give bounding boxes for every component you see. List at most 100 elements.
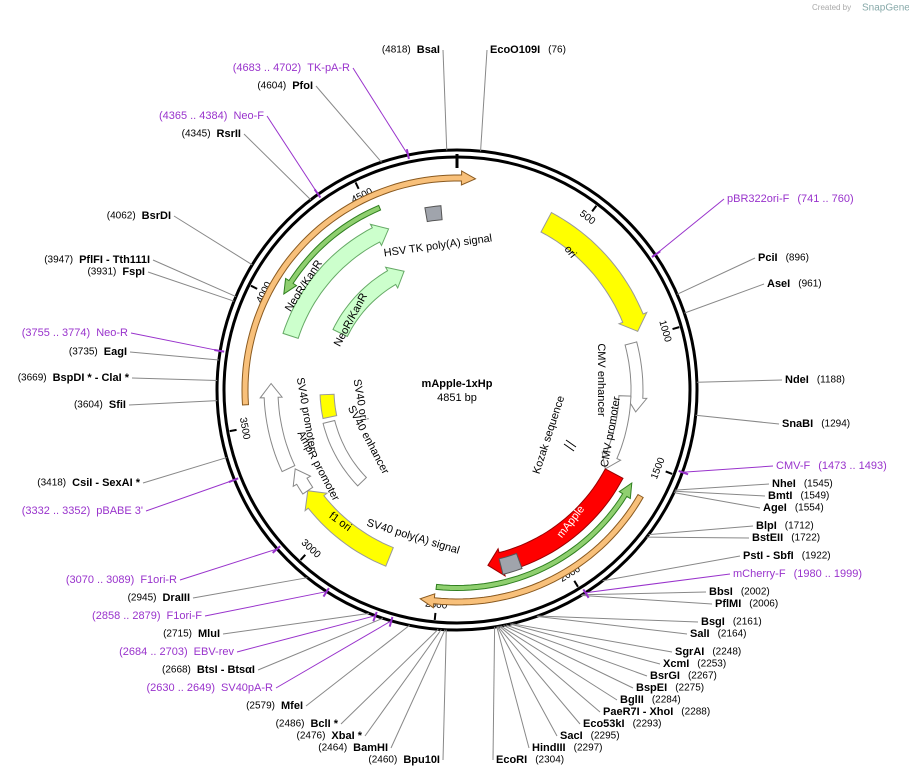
site-leader bbox=[684, 283, 765, 314]
site-position: (2293) bbox=[633, 719, 662, 730]
kozak-mark bbox=[563, 443, 575, 452]
primer-position: (4683 .. 4702) bbox=[233, 62, 302, 74]
primer-position: (741 .. 760) bbox=[797, 193, 853, 205]
site-position: (2002) bbox=[741, 587, 770, 598]
watermark-prefix: Created by bbox=[812, 3, 851, 12]
site-position: (2945) bbox=[128, 593, 157, 604]
site-leader bbox=[581, 594, 713, 605]
primer-name: pBR322ori-F bbox=[727, 193, 790, 205]
site-leader bbox=[131, 377, 218, 381]
site-leader bbox=[152, 259, 237, 298]
site-name: BamHI bbox=[353, 742, 388, 754]
site-position: (2486) bbox=[276, 719, 305, 730]
site-name: PflFI - Tth111I bbox=[79, 254, 150, 266]
primer-name: F1ori-R bbox=[140, 574, 177, 586]
tick-label: 1000 bbox=[656, 319, 673, 344]
site-position: (3931) bbox=[87, 267, 116, 278]
primer-position: (1980 .. 1999) bbox=[794, 568, 863, 580]
site-name: SnaBI bbox=[782, 418, 813, 430]
primer-mark bbox=[322, 587, 330, 598]
sv40-ori bbox=[319, 393, 338, 420]
primer-mark bbox=[582, 588, 590, 599]
site-position: (2295) bbox=[591, 731, 620, 742]
primer-position: (2858 .. 2879) bbox=[92, 610, 161, 622]
primer-leader bbox=[352, 67, 409, 156]
primer-name: pBABE 3' bbox=[96, 505, 143, 517]
tick-mark bbox=[433, 612, 437, 621]
site-leader bbox=[492, 627, 496, 761]
primer-mark bbox=[372, 611, 378, 622]
site-name: BglII bbox=[620, 694, 644, 706]
site-name: RsrII bbox=[217, 128, 241, 140]
site-name: BmtI bbox=[768, 490, 792, 502]
orange-line bbox=[241, 170, 477, 406]
site-name: PstI - SbfI bbox=[743, 550, 794, 562]
sv40-promoter bbox=[259, 382, 296, 473]
site-leader bbox=[511, 623, 673, 653]
site-leader bbox=[496, 626, 530, 749]
site-name: SgrAI bbox=[675, 646, 704, 658]
site-name: Bpu10I bbox=[403, 754, 440, 766]
primer-name: EBV-rev bbox=[194, 646, 235, 658]
site-position: (3418) bbox=[37, 478, 66, 489]
primer-position: (4365 .. 4384) bbox=[159, 110, 228, 122]
site-leader bbox=[129, 351, 219, 361]
site-leader bbox=[537, 615, 699, 623]
site-leader bbox=[340, 628, 439, 725]
primer-leader bbox=[145, 479, 235, 512]
site-name: BspDI * - ClaI * bbox=[53, 372, 130, 384]
site-position: (2164) bbox=[718, 629, 747, 640]
site-position: (1554) bbox=[795, 503, 824, 514]
site-name: BstEII bbox=[752, 532, 783, 544]
site-position: (4818) bbox=[382, 45, 411, 56]
hsv-tk-polya bbox=[424, 205, 443, 223]
site-name: PfoI bbox=[292, 80, 313, 92]
site-position: (1712) bbox=[785, 521, 814, 532]
primer-leader bbox=[266, 115, 319, 195]
ampr-promoter bbox=[292, 468, 314, 495]
primer-mark bbox=[388, 616, 394, 627]
site-leader bbox=[257, 617, 384, 671]
site-position: (2304) bbox=[535, 755, 564, 766]
site-position: (2668) bbox=[162, 665, 191, 676]
primer-name: CMV-F bbox=[776, 460, 811, 472]
site-leader bbox=[646, 536, 750, 539]
primer-name: Neo-F bbox=[233, 110, 264, 122]
tick-mark bbox=[672, 326, 680, 331]
site-position: (2161) bbox=[733, 617, 762, 628]
site-name: BspEI bbox=[636, 682, 667, 694]
site-name: SfiI bbox=[109, 399, 126, 411]
site-name: MluI bbox=[198, 628, 220, 640]
site-leader bbox=[505, 624, 648, 677]
site-position: (1722) bbox=[791, 533, 820, 544]
site-leader bbox=[496, 626, 558, 737]
primer-leader bbox=[585, 573, 731, 594]
site-name: PflMI bbox=[715, 598, 741, 610]
tick-label: 500 bbox=[577, 208, 597, 227]
site-position: (896) bbox=[786, 253, 809, 264]
site-position: (2579) bbox=[246, 701, 275, 712]
tick-mark bbox=[573, 580, 579, 588]
site-name: FspI bbox=[122, 266, 145, 278]
primer-mark bbox=[405, 148, 410, 160]
site-name: PciI bbox=[758, 252, 778, 264]
site-position: (4345) bbox=[182, 129, 211, 140]
site-name: BbsI bbox=[709, 586, 733, 598]
primer-position: (1473 .. 1493) bbox=[818, 460, 887, 472]
site-position: (76) bbox=[548, 45, 566, 56]
cmv-enhancer bbox=[624, 341, 648, 413]
site-name: MfeI bbox=[281, 700, 303, 712]
primer-leader bbox=[654, 198, 725, 256]
site-leader bbox=[390, 629, 446, 749]
site-leader bbox=[499, 625, 601, 713]
site-leader bbox=[192, 577, 308, 599]
site-position: (2248) bbox=[712, 647, 741, 658]
site-position: (2460) bbox=[368, 755, 397, 766]
site-name: CsiI - SexAI * bbox=[72, 477, 141, 489]
site-position: (2476) bbox=[297, 731, 326, 742]
neor-inner bbox=[332, 266, 405, 338]
site-position: (2288) bbox=[681, 707, 710, 718]
tick-mark bbox=[250, 284, 258, 290]
site-leader bbox=[243, 133, 312, 201]
primer-mark bbox=[678, 469, 689, 476]
